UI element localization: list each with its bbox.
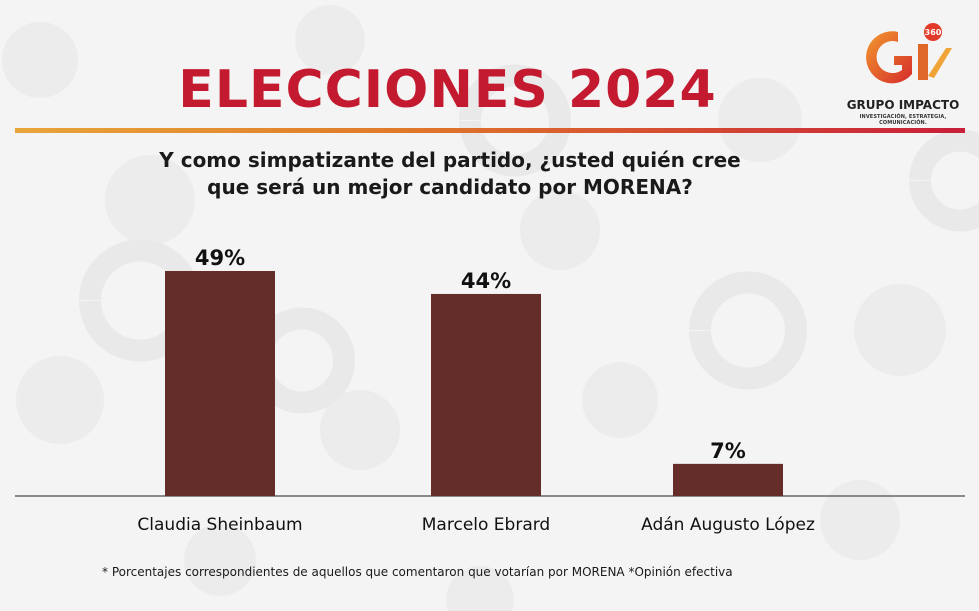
logo-tagline: INVESTIGACIÓN, ESTRATEGIA, COMUNICACIÓN. (859, 114, 947, 126)
category-label-1: Claudia Sheinbaum (137, 515, 302, 535)
category-label-3: Adán Augusto López (641, 515, 815, 535)
logo-name: GRUPO IMPACTO (846, 98, 960, 112)
bar-3 (673, 463, 783, 496)
page-title: ELECCIONES 2024 (178, 60, 717, 120)
bar-1 (165, 271, 275, 496)
bar-2 (431, 293, 541, 496)
grupo-impacto-logo: 360 GRUPO IMPACTO INVESTIGACIÓN, ESTRATE… (838, 20, 968, 130)
question-line-1: Y como simpatizante del partido, ¿usted … (159, 148, 741, 172)
title-divider (15, 128, 965, 133)
footnote: * Porcentajes correspondientes de aquell… (102, 565, 733, 579)
data-label-2: 44% (461, 269, 511, 293)
category-label-2: Marcelo Ebrard (422, 515, 550, 535)
data-label-3: 7% (710, 439, 746, 463)
survey-question: Y como simpatizante del partido, ¿usted … (60, 147, 840, 201)
logo-mark-icon: 360 (866, 23, 952, 84)
logo-badge: 360 (925, 28, 942, 37)
question-line-2: que será un mejor candidato por MORENA? (207, 175, 693, 199)
data-label-1: 49% (195, 246, 245, 270)
